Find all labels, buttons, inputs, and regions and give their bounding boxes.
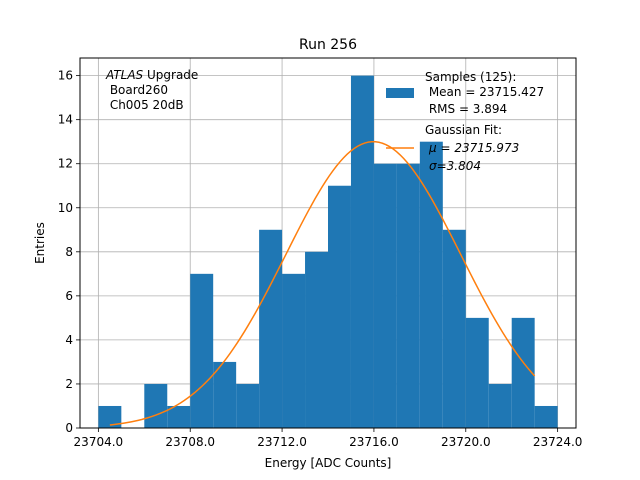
y-tick-label: 6 xyxy=(65,289,73,303)
histogram-bar xyxy=(534,405,558,428)
y-tick-label: 4 xyxy=(65,333,73,347)
annotation-box: ATLAS Upgrade Board260 Ch005 20dB xyxy=(105,68,198,112)
plot-frame xyxy=(79,57,577,429)
histogram-bar xyxy=(167,405,191,428)
x-axis-ticks: 23704.0 23708.0 23712.0 23716.0 23720.0 23724… xyxy=(74,428,583,449)
y-axis-ticks: 0 2 4 6 8 10 12 14 16 xyxy=(58,69,80,435)
legend-samples-line-1: Samples (125): xyxy=(425,70,516,84)
gaussian-fit xyxy=(109,140,536,426)
legend-fit-line-3: σ=3.804 xyxy=(429,159,481,173)
histogram-bars xyxy=(98,75,558,428)
histogram-bar xyxy=(488,383,512,428)
histogram-bar xyxy=(350,75,374,428)
histogram-bar xyxy=(396,163,420,428)
y-tick-label: 14 xyxy=(58,113,73,127)
histogram-bar xyxy=(465,317,489,428)
histogram-bar xyxy=(98,405,122,428)
x-tick-label: 23712.0 xyxy=(257,435,307,449)
y-tick-label: 10 xyxy=(58,201,73,215)
histogram-bar xyxy=(373,163,397,428)
histogram-bar xyxy=(190,273,214,428)
legend-samples-line-2: Mean = 23715.427 xyxy=(425,85,544,99)
y-axis-label: Entries xyxy=(33,222,47,264)
x-tick-label: 23724.0 xyxy=(533,435,583,449)
x-tick-label: 23704.0 xyxy=(74,435,124,449)
histogram-bar xyxy=(282,273,306,428)
legend-swatch-samples xyxy=(386,88,414,98)
y-tick-label: 2 xyxy=(65,377,73,391)
histogram-bar xyxy=(419,141,443,428)
histogram-bar xyxy=(259,229,283,428)
legend-samples-line-3: RMS = 3.894 xyxy=(425,102,507,116)
x-tick-label: 23720.0 xyxy=(441,435,491,449)
annotation-line-3: Ch005 20dB xyxy=(106,98,184,112)
annotation-line-1: ATLAS Upgrade xyxy=(105,68,198,82)
histogram-bar xyxy=(442,229,466,428)
y-tick-label: 12 xyxy=(58,157,73,171)
histogram-bar xyxy=(213,361,237,428)
x-tick-label: 23716.0 xyxy=(349,435,399,449)
annotation-line-2: Board260 xyxy=(106,83,168,97)
histogram-bar xyxy=(328,185,351,428)
legend: Samples (125): Mean = 23715.427 RMS = 3.… xyxy=(386,70,544,173)
histogram-bar xyxy=(511,317,535,428)
gaussian-fit-curve xyxy=(109,140,536,426)
y-tick-label: 8 xyxy=(65,245,73,259)
legend-fit-line-1: Gaussian Fit: xyxy=(425,123,502,137)
x-axis-label: Energy [ADC Counts] xyxy=(265,456,392,470)
y-tick-label: 16 xyxy=(58,69,73,83)
legend-fit-line-2: μ = 23715.973 xyxy=(428,141,519,155)
x-tick-label: 23708.0 xyxy=(165,435,215,449)
annotation-atlas: ATLAS xyxy=(105,68,144,82)
histogram-bar xyxy=(236,383,260,428)
chart-title: Run 256 xyxy=(299,37,357,53)
y-tick-label: 0 xyxy=(65,421,73,435)
histogram-bar xyxy=(305,251,328,428)
histogram-bar xyxy=(144,383,168,428)
annotation-upgrade: Upgrade xyxy=(143,68,198,82)
